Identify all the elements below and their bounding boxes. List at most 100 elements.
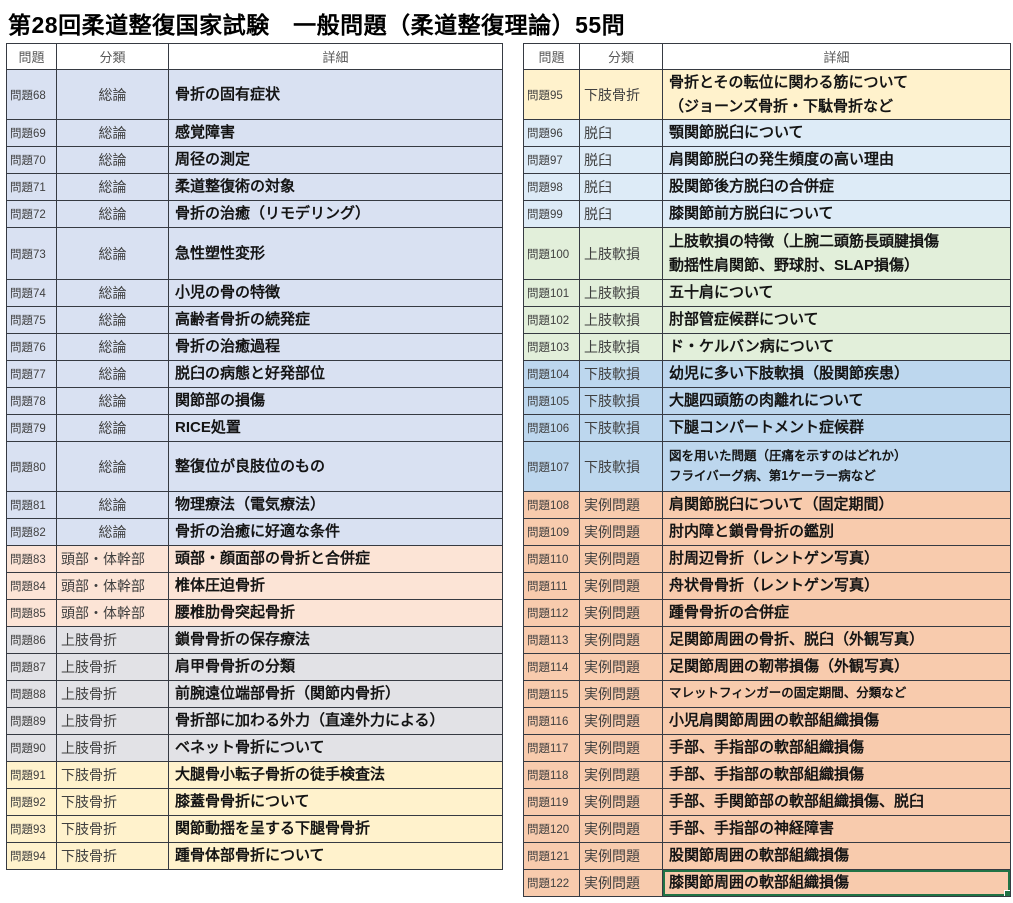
detail-cell[interactable]: 整復位が良肢位のもの [168,441,503,492]
category-cell[interactable]: 総論 [56,518,169,546]
detail-cell[interactable]: ベネット骨折について [168,734,503,762]
detail-cell[interactable]: ド・ケルバン病について [662,333,1011,361]
detail-cell[interactable]: 椎体圧迫骨折 [168,572,503,600]
question-number-cell[interactable]: 問題83 [6,545,57,573]
category-cell[interactable]: 頭部・体幹部 [56,599,169,627]
category-cell[interactable]: 実例問題 [579,680,663,708]
category-cell[interactable]: 総論 [56,441,169,492]
question-number-cell[interactable]: 問題116 [523,707,580,735]
question-number-cell[interactable]: 問題100 [523,227,580,280]
question-number-cell[interactable]: 問題82 [6,518,57,546]
detail-cell[interactable]: 小児の骨の特徴 [168,279,503,307]
question-number-cell[interactable]: 問題68 [6,69,57,120]
question-number-cell[interactable]: 問題105 [523,387,580,415]
question-number-cell[interactable]: 問題109 [523,518,580,546]
category-cell[interactable]: 実例問題 [579,734,663,762]
question-number-cell[interactable]: 問題102 [523,306,580,334]
question-number-cell[interactable]: 問題113 [523,626,580,654]
category-cell[interactable]: 下肢軟損 [579,387,663,415]
category-cell[interactable]: 下肢骨折 [56,788,169,816]
category-cell[interactable]: 頭部・体幹部 [56,545,169,573]
question-number-cell[interactable]: 問題76 [6,333,57,361]
category-cell[interactable]: 下肢軟損 [579,441,663,492]
detail-cell[interactable]: 周径の測定 [168,146,503,174]
category-cell[interactable]: 脱臼 [579,146,663,174]
category-cell[interactable]: 総論 [56,306,169,334]
category-cell[interactable]: 下肢骨折 [56,761,169,789]
detail-cell[interactable]: マレットフィンガーの固定期間、分類など [662,680,1011,708]
category-cell[interactable]: 実例問題 [579,599,663,627]
detail-cell[interactable]: 大腿四頭筋の肉離れについて [662,387,1011,415]
detail-cell[interactable]: 骨折部に加わる外力（直達外力による） [168,707,503,735]
category-cell[interactable]: 実例問題 [579,815,663,843]
category-cell[interactable]: 実例問題 [579,572,663,600]
question-number-cell[interactable]: 問題99 [523,200,580,228]
detail-cell[interactable]: 骨折とその転位に関わる筋について （ジョーンズ骨折・下駄骨折など [662,69,1011,120]
category-cell[interactable]: 頭部・体幹部 [56,572,169,600]
question-number-cell[interactable]: 問題103 [523,333,580,361]
detail-cell[interactable]: 膝関節前方脱臼について [662,200,1011,228]
question-number-cell[interactable]: 問題115 [523,680,580,708]
category-cell[interactable]: 実例問題 [579,653,663,681]
category-cell[interactable]: 下肢骨折 [579,69,663,120]
category-cell[interactable]: 実例問題 [579,869,663,897]
question-number-cell[interactable]: 問題121 [523,842,580,870]
category-cell[interactable]: 脱臼 [579,173,663,201]
detail-cell[interactable]: 感覚障害 [168,119,503,147]
question-number-cell[interactable]: 問題95 [523,69,580,120]
question-number-cell[interactable]: 問題79 [6,414,57,442]
question-number-cell[interactable]: 問題107 [523,441,580,492]
detail-cell[interactable]: 骨折の治癒過程 [168,333,503,361]
question-number-cell[interactable]: 問題111 [523,572,580,600]
question-number-cell[interactable]: 問題114 [523,653,580,681]
question-number-cell[interactable]: 問題85 [6,599,57,627]
category-cell[interactable]: 上肢骨折 [56,734,169,762]
category-cell[interactable]: 上肢骨折 [56,680,169,708]
category-cell[interactable]: 実例問題 [579,518,663,546]
question-number-cell[interactable]: 問題77 [6,360,57,388]
detail-cell[interactable]: 腰椎肋骨突起骨折 [168,599,503,627]
detail-cell[interactable]: 骨折の治癒（リモデリング） [168,200,503,228]
question-number-cell[interactable]: 問題94 [6,842,57,870]
question-number-cell[interactable]: 問題96 [523,119,580,147]
detail-cell[interactable]: 肩関節脱臼の発生頻度の高い理由 [662,146,1011,174]
detail-cell[interactable]: 手部、手指部の軟部組織損傷 [662,734,1011,762]
detail-cell[interactable]: RICE処置 [168,414,503,442]
detail-cell[interactable]: 幼児に多い下肢軟損（股関節疾患） [662,360,1011,388]
category-cell[interactable]: 実例問題 [579,491,663,519]
detail-cell[interactable]: 膝蓋骨骨折について [168,788,503,816]
detail-cell[interactable]: 高齢者骨折の続発症 [168,306,503,334]
question-number-cell[interactable]: 問題75 [6,306,57,334]
question-number-cell[interactable]: 問題78 [6,387,57,415]
detail-cell[interactable]: 肩甲骨骨折の分類 [168,653,503,681]
detail-cell[interactable]: 鎖骨骨折の保存療法 [168,626,503,654]
detail-cell[interactable]: 股関節周囲の軟部組織損傷 [662,842,1011,870]
category-cell[interactable]: 上肢骨折 [56,626,169,654]
detail-cell[interactable]: 手部、手指部の神経障害 [662,815,1011,843]
detail-cell[interactable]: 股関節後方脱臼の合併症 [662,173,1011,201]
question-number-cell[interactable]: 問題97 [523,146,580,174]
detail-cell[interactable]: 五十肩について [662,279,1011,307]
question-number-cell[interactable]: 問題120 [523,815,580,843]
detail-cell[interactable]: 急性塑性変形 [168,227,503,280]
detail-cell[interactable]: 肩関節脱臼について（固定期間） [662,491,1011,519]
detail-cell[interactable]: 骨折の固有症状 [168,69,503,120]
category-cell[interactable]: 総論 [56,360,169,388]
question-number-cell[interactable]: 問題70 [6,146,57,174]
category-cell[interactable]: 下肢骨折 [56,815,169,843]
question-number-cell[interactable]: 問題71 [6,173,57,201]
category-cell[interactable]: 総論 [56,173,169,201]
question-number-cell[interactable]: 問題122 [523,869,580,897]
category-cell[interactable]: 実例問題 [579,707,663,735]
detail-cell[interactable]: 大腿骨小転子骨折の徒手検査法 [168,761,503,789]
category-cell[interactable]: 実例問題 [579,545,663,573]
question-number-cell[interactable]: 問題91 [6,761,57,789]
question-number-cell[interactable]: 問題74 [6,279,57,307]
question-number-cell[interactable]: 問題80 [6,441,57,492]
question-number-cell[interactable]: 問題81 [6,491,57,519]
detail-cell[interactable]: 手部、手指部の軟部組織損傷 [662,761,1011,789]
question-number-cell[interactable]: 問題72 [6,200,57,228]
question-number-cell[interactable]: 問題101 [523,279,580,307]
category-cell[interactable]: 上肢軟損 [579,306,663,334]
detail-cell[interactable]: 手部、手関節部の軟部組織損傷、脱臼 [662,788,1011,816]
